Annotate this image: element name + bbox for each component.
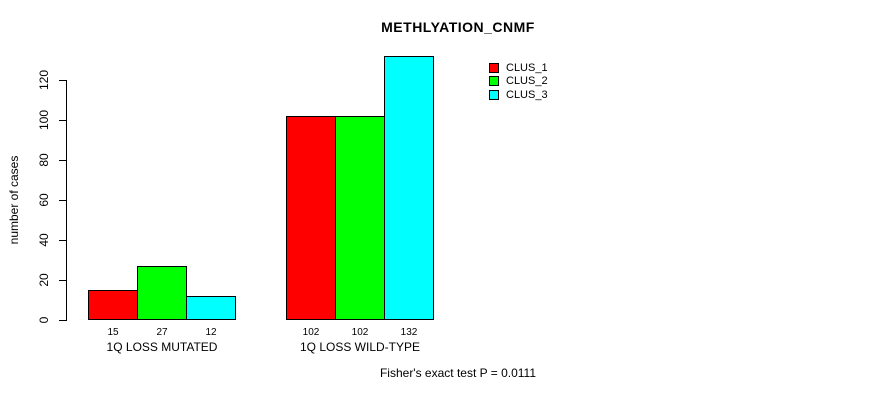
chart-title: METHLYATION_CNMF — [381, 19, 535, 35]
y-tick-label: 0 — [37, 316, 51, 324]
y-tick-mark — [59, 80, 66, 81]
bar-clus_3-group1 — [186, 296, 236, 320]
y-tick-mark — [59, 320, 66, 321]
y-tick-mark — [59, 120, 66, 121]
bar-value-label: 15 — [107, 327, 119, 338]
bar-clus_3-group2 — [384, 56, 434, 320]
annotation-fisher-test: Fisher's exact test P = 0.0111 — [379, 366, 537, 380]
y-tick-label: 40 — [37, 233, 51, 247]
x-category-label: 1Q LOSS MUTATED — [106, 340, 218, 354]
legend-item-clus_2: CLUS_2 — [489, 75, 548, 89]
y-tick-mark — [59, 240, 66, 241]
legend-label: CLUS_2 — [506, 75, 548, 88]
legend-label: CLUS_1 — [506, 61, 548, 74]
bar-value-label: 102 — [351, 327, 369, 338]
bar-clus_1-group2 — [286, 116, 336, 320]
y-axis-line — [66, 80, 67, 321]
bar-clus_2-group1 — [137, 266, 187, 320]
y-tick-label: 60 — [37, 193, 51, 207]
y-tick-label: 100 — [37, 109, 51, 131]
legend: CLUS_1 CLUS_2 CLUS_3 — [489, 61, 548, 102]
y-tick-mark — [59, 200, 66, 201]
bar-value-label: 132 — [400, 327, 418, 338]
bar-clus_2-group2 — [335, 116, 385, 320]
legend-swatch-icon — [489, 76, 499, 87]
legend-item-clus_1: CLUS_1 — [489, 61, 548, 75]
y-axis-label: number of cases — [7, 155, 21, 245]
y-tick-mark — [59, 280, 66, 281]
x-category-label: 1Q LOSS WILD-TYPE — [299, 340, 421, 354]
bar-value-label: 12 — [205, 327, 217, 338]
legend-swatch-icon — [489, 62, 499, 73]
y-tick-mark — [59, 160, 66, 161]
y-tick-label: 80 — [37, 153, 51, 167]
y-tick-label: 20 — [37, 273, 51, 287]
y-tick-label: 120 — [37, 69, 51, 91]
bar-value-label: 27 — [156, 327, 168, 338]
legend-item-clus_3: CLUS_3 — [489, 88, 548, 102]
bar-clus_1-group1 — [88, 290, 138, 320]
bar-value-label: 102 — [302, 327, 320, 338]
legend-label: CLUS_3 — [506, 88, 548, 101]
legend-swatch-icon — [489, 89, 499, 100]
